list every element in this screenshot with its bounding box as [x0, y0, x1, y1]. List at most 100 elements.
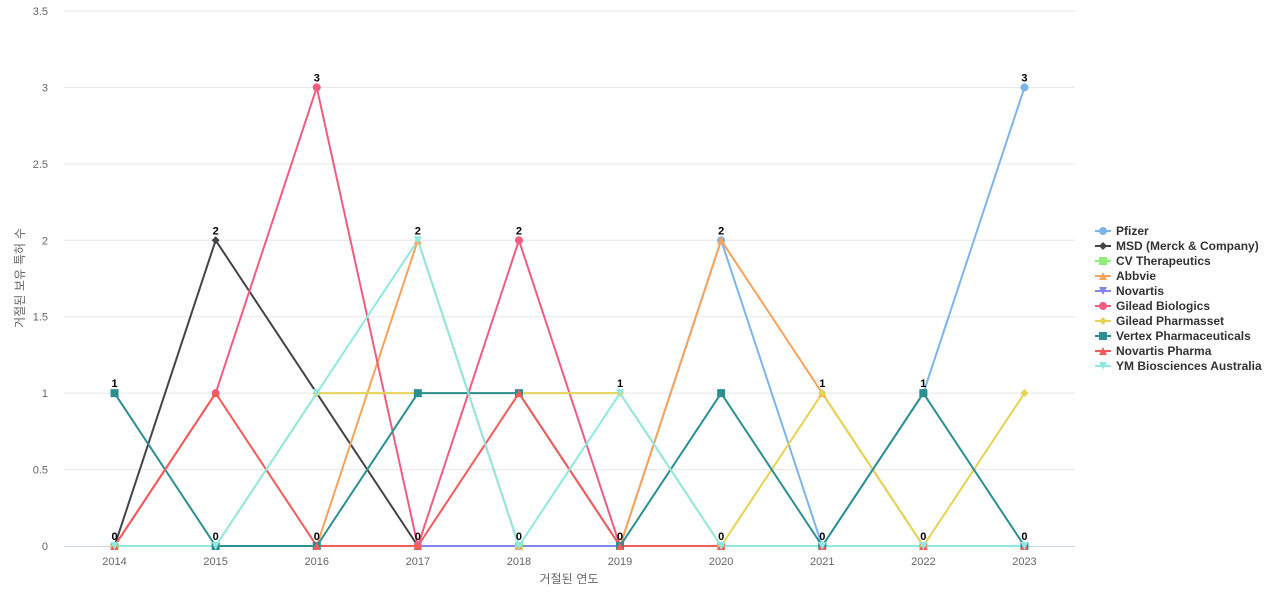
data-point-gilead-biologics[interactable] [312, 83, 321, 92]
y-tick-label: 0.5 [33, 465, 48, 477]
data-label-zero: 0 [718, 531, 724, 543]
data-point-pfizer[interactable] [1020, 83, 1029, 92]
y-tick-label: 1 [42, 388, 48, 400]
data-point-vertex-pharmaceuticals[interactable] [919, 389, 928, 398]
data-point-ym-biosciences-australia[interactable] [110, 542, 119, 550]
data-label-zero: 0 [819, 531, 825, 543]
legend-symbol[interactable] [1099, 257, 1107, 265]
data-point-vertex-pharmaceuticals[interactable] [413, 389, 422, 398]
data-point-ym-biosciences-australia[interactable] [818, 542, 827, 550]
y-axis-tick-labels: 0 0.5 1 1.5 2 2.5 3 3.5 [33, 6, 48, 553]
x-tick-label: 2019 [608, 556, 632, 568]
data-point-abbvie[interactable] [717, 236, 726, 245]
y-tick-label: 2 [42, 235, 48, 247]
data-label-zero: 0 [920, 531, 926, 543]
data-label: 2 [718, 225, 724, 237]
data-label: 1 [920, 378, 926, 390]
x-tick-label: 2021 [810, 556, 834, 568]
x-axis-tick-labels: 2014 2015 2016 2017 2018 2019 2020 2021 2022 2023 [102, 556, 1036, 568]
x-tick-label: 2016 [305, 556, 329, 568]
data-point-ym-biosciences-australia[interactable] [413, 236, 422, 245]
legend-label: Abbvie [1116, 269, 1156, 283]
data-point-novartis-pharma[interactable] [413, 542, 422, 550]
data-labels: 1 2 3 2 2 1 2 1 1 3 0 0 0 0 0 0 0 0 0 0 [111, 72, 1027, 543]
legend-symbol[interactable] [1099, 272, 1107, 280]
legend-symbol[interactable] [1099, 317, 1107, 325]
data-label: 1 [819, 378, 825, 390]
data-point-novartis-pharma[interactable] [211, 389, 220, 398]
legend-label: YM Biosciences Australia [1116, 359, 1262, 373]
data-point-novartis-pharma[interactable] [514, 389, 523, 398]
legend-label: Gilead Biologics [1116, 299, 1210, 313]
legend-label: Gilead Pharmasset [1116, 314, 1224, 328]
data-point-ym-biosciences-australia[interactable] [1020, 542, 1029, 550]
legend-item-pfizer[interactable]: Pfizer [1095, 224, 1149, 238]
legend-item-ym-biosciences-australia[interactable]: YM Biosciences Australia [1095, 359, 1262, 373]
legend-symbol[interactable] [1099, 347, 1107, 355]
data-point-ym-biosciences-australia[interactable] [211, 542, 220, 550]
x-tick-label: 2022 [911, 556, 935, 568]
legend-symbol[interactable] [1099, 302, 1107, 310]
legend-symbol[interactable] [1099, 242, 1107, 250]
legend-label: Novartis [1116, 284, 1164, 298]
data-point-gilead-biologics[interactable] [514, 236, 523, 245]
data-point-vertex-pharmaceuticals[interactable] [110, 389, 119, 398]
legend-item-novartis[interactable]: Novartis [1095, 284, 1164, 298]
legend-item-abbvie[interactable]: Abbvie [1095, 269, 1156, 283]
legend-symbol[interactable] [1099, 287, 1107, 295]
legend-label: Vertex Pharmaceuticals [1116, 329, 1251, 343]
data-label: 2 [516, 225, 522, 237]
legend-item-msd-merck-company[interactable]: MSD (Merck & Company) [1095, 239, 1259, 253]
x-tick-label: 2020 [709, 556, 733, 568]
data-label: 1 [111, 378, 117, 390]
y-axis-title: 거절된 보유 특허 수 [13, 228, 27, 328]
x-axis-title: 거절된 연도 [539, 572, 598, 586]
data-point-vertex-pharmaceuticals[interactable] [717, 389, 726, 398]
legend-item-novartis-pharma[interactable]: Novartis Pharma [1095, 344, 1212, 358]
data-point-ym-biosciences-australia[interactable] [312, 389, 321, 398]
y-tick-label: 3.5 [33, 6, 48, 18]
data-label-zero: 0 [516, 531, 522, 543]
legend-item-gilead-pharmasset[interactable]: Gilead Pharmasset [1095, 314, 1224, 328]
data-label-zero: 0 [1021, 531, 1027, 543]
data-point-gilead-pharmasset[interactable] [1020, 389, 1029, 398]
data-point-ym-biosciences-australia[interactable] [514, 542, 523, 550]
legend-item-vertex-pharmaceuticals[interactable]: Vertex Pharmaceuticals [1095, 329, 1251, 343]
legend-symbol[interactable] [1099, 362, 1107, 370]
series-markers[interactable] [110, 83, 1029, 550]
data-point-novartis-pharma[interactable] [616, 542, 625, 550]
legend-label: MSD (Merck & Company) [1116, 239, 1259, 253]
data-point-novartis-pharma[interactable] [312, 542, 321, 550]
series-lines[interactable] [113, 86, 1026, 547]
y-tick-label: 2.5 [33, 159, 48, 171]
x-tick-label: 2017 [406, 556, 430, 568]
legend-label: Novartis Pharma [1116, 344, 1212, 358]
data-label: 3 [314, 72, 320, 84]
data-label: 1 [617, 378, 623, 390]
data-point-ym-biosciences-australia[interactable] [717, 542, 726, 550]
x-tick-label: 2018 [507, 556, 531, 568]
legend-item-gilead-biologics[interactable]: Gilead Biologics [1095, 299, 1210, 313]
legend-symbol[interactable] [1099, 227, 1107, 235]
legend-label: CV Therapeutics [1116, 254, 1211, 268]
data-point-ym-biosciences-australia[interactable] [616, 389, 625, 398]
legend-label: Pfizer [1116, 224, 1149, 238]
x-tick-label: 2023 [1012, 556, 1036, 568]
legend-item-cv-therapeutics[interactable]: CV Therapeutics [1095, 254, 1211, 268]
data-label: 2 [213, 225, 219, 237]
grid-lines [64, 10, 1075, 471]
data-label: 2 [415, 225, 421, 237]
data-point-gilead-pharmasset[interactable] [818, 389, 827, 398]
data-point-msd-merck-company[interactable] [211, 236, 220, 245]
data-label-zero: 0 [617, 531, 623, 543]
data-label-zero: 0 [213, 531, 219, 543]
series-line-ym-biosciences-australia[interactable] [114, 239, 1025, 547]
data-label-zero: 0 [111, 531, 117, 543]
data-point-ym-biosciences-australia[interactable] [919, 542, 928, 550]
data-label: 3 [1021, 72, 1027, 84]
legend-symbol[interactable] [1099, 332, 1107, 340]
y-tick-label: 1.5 [33, 312, 48, 324]
y-tick-label: 0 [42, 541, 48, 553]
